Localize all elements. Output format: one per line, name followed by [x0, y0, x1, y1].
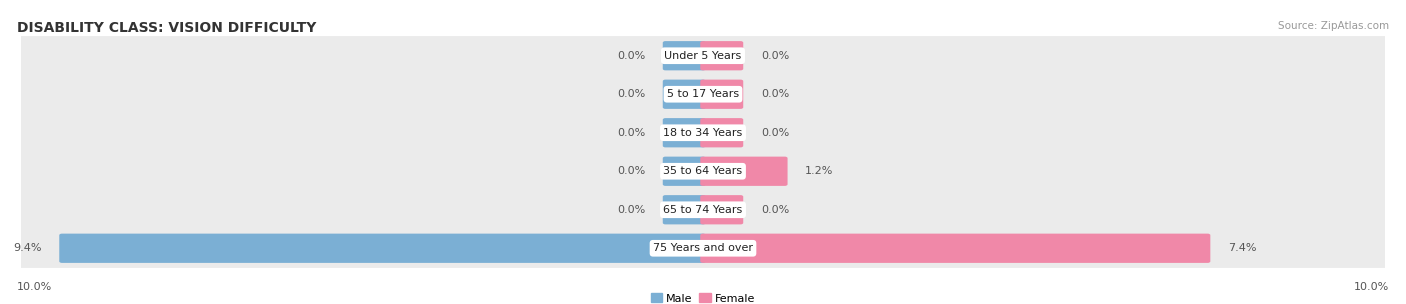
Text: 9.4%: 9.4%: [13, 243, 42, 253]
FancyBboxPatch shape: [700, 234, 1211, 263]
Text: 10.0%: 10.0%: [1354, 282, 1389, 292]
FancyBboxPatch shape: [662, 41, 706, 70]
Text: 18 to 34 Years: 18 to 34 Years: [664, 128, 742, 138]
FancyBboxPatch shape: [700, 80, 744, 109]
Text: 0.0%: 0.0%: [617, 205, 645, 215]
FancyBboxPatch shape: [700, 41, 744, 70]
FancyBboxPatch shape: [13, 229, 1393, 268]
Text: 0.0%: 0.0%: [617, 128, 645, 138]
Text: 5 to 17 Years: 5 to 17 Years: [666, 89, 740, 99]
Text: 35 to 64 Years: 35 to 64 Years: [664, 166, 742, 176]
Text: 10.0%: 10.0%: [17, 282, 52, 292]
Text: 0.0%: 0.0%: [761, 128, 789, 138]
Text: DISABILITY CLASS: VISION DIFFICULTY: DISABILITY CLASS: VISION DIFFICULTY: [17, 21, 316, 35]
FancyBboxPatch shape: [13, 74, 1393, 114]
Text: Under 5 Years: Under 5 Years: [665, 51, 741, 61]
FancyBboxPatch shape: [662, 195, 706, 224]
FancyBboxPatch shape: [13, 36, 1393, 75]
Text: 0.0%: 0.0%: [617, 166, 645, 176]
Text: 7.4%: 7.4%: [1227, 243, 1257, 253]
Text: 65 to 74 Years: 65 to 74 Years: [664, 205, 742, 215]
FancyBboxPatch shape: [662, 157, 706, 186]
Text: Source: ZipAtlas.com: Source: ZipAtlas.com: [1278, 21, 1389, 31]
FancyBboxPatch shape: [700, 157, 787, 186]
FancyBboxPatch shape: [13, 152, 1393, 191]
Text: 0.0%: 0.0%: [617, 51, 645, 61]
FancyBboxPatch shape: [662, 80, 706, 109]
Text: 0.0%: 0.0%: [617, 89, 645, 99]
FancyBboxPatch shape: [662, 118, 706, 147]
FancyBboxPatch shape: [700, 195, 744, 224]
Legend: Male, Female: Male, Female: [651, 293, 755, 304]
FancyBboxPatch shape: [59, 234, 706, 263]
Text: 0.0%: 0.0%: [761, 89, 789, 99]
Text: 1.2%: 1.2%: [806, 166, 834, 176]
Text: 75 Years and over: 75 Years and over: [652, 243, 754, 253]
FancyBboxPatch shape: [700, 118, 744, 147]
FancyBboxPatch shape: [13, 190, 1393, 230]
Text: 0.0%: 0.0%: [761, 51, 789, 61]
FancyBboxPatch shape: [13, 113, 1393, 152]
Text: 0.0%: 0.0%: [761, 205, 789, 215]
